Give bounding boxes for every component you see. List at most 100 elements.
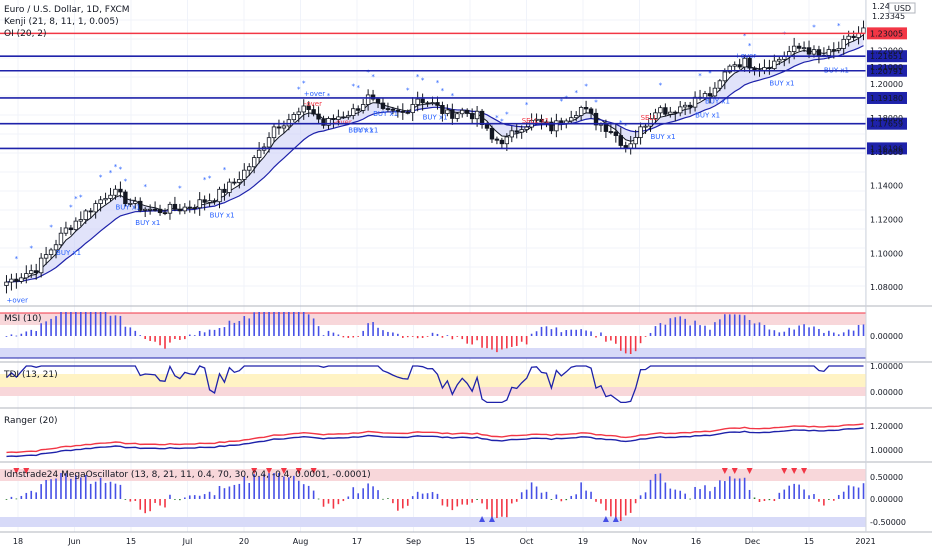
candle-body [177,208,183,212]
msi-bar [694,320,696,336]
signal-star: * [109,169,113,177]
ranger-pane[interactable]: 1.20000 1.00000 [6,422,903,458]
mega-signal-triangle [295,468,302,474]
mega-bar [615,499,617,518]
mega-bar [421,493,424,499]
candle-body [68,227,74,231]
candle-body [608,131,614,133]
mega-bar [719,480,721,499]
msi-bar [421,336,424,338]
mega-bar [164,499,166,508]
candle-body [836,48,841,51]
msi-pane[interactable]: 0.00000 [0,312,903,359]
mega-bar [75,475,77,499]
candle-body [251,157,257,168]
mega-bar [456,499,459,507]
mega-oscillator-pane[interactable]: 0.50000 0.00000 -0.50000 [0,468,906,527]
candle-body [663,107,668,115]
tdi-pane[interactable]: 1.00000 0.00000 [0,362,903,404]
candle-body [747,57,752,69]
candle-body [474,110,480,120]
candle-body [182,206,188,212]
msi-bar [392,332,394,336]
msi-bar [699,325,701,336]
candle-body [613,131,619,136]
msi-bar [510,336,513,347]
mega-bar [595,499,597,502]
msi-bar [387,331,389,336]
candle-body [291,114,297,121]
signal-star: * [302,80,306,88]
time-tick: 15 [804,537,814,546]
signal-star: * [436,79,440,87]
candles [4,20,866,294]
candle-body [152,208,158,211]
signal-label: +over [6,296,28,304]
candle-body [212,200,217,203]
msi-bar [624,336,627,354]
mega-bar [15,498,18,500]
signal-label: +over [304,90,326,98]
mega-bar [565,499,568,501]
candle-body [465,109,470,114]
msi-bar [203,332,206,336]
msi-bar [649,332,652,336]
mega-bar [84,475,87,499]
candle-body [455,113,460,119]
mega-bar [684,493,686,499]
mega-bar [208,491,211,499]
candle-body [578,107,584,116]
mega-bar [50,479,52,499]
mega-bar [510,499,513,504]
mega-bar [837,494,840,499]
candle-body [43,254,49,259]
msi-bar [208,329,211,336]
red-level-value: 1.23005 [870,29,903,38]
candle-body [187,206,192,209]
candle-body [48,249,54,256]
price-tick: 1.16000 [870,148,903,157]
mega-bar [748,489,751,499]
candle-body [311,109,316,115]
mega-bar [367,483,369,499]
candle-body [222,188,227,193]
time-axis[interactable]: 18 Jun 15 Jul 20 Aug 17 Sep 15 Oct 19 Nov 16 Dec 15 202… [13,537,876,546]
msi-bar [119,315,122,336]
candle-body [469,113,475,120]
candle-body [678,106,683,114]
mega-signal-triangle [23,468,30,474]
msi-bar [193,335,196,336]
mega-bar [406,499,409,506]
mega-bar [139,499,142,510]
msi-bar [619,336,622,351]
mega-bar [714,486,716,499]
mega-signal-triangle [791,468,798,474]
msi-bar [525,336,528,345]
msi-bar [84,312,87,336]
signal-star: * [708,70,712,78]
ranger-lower-line [6,427,864,458]
msi-bar [773,330,776,336]
candle-body [385,108,391,110]
candle-body [450,109,455,119]
candle-body [162,212,168,215]
msi-bar [600,332,602,336]
msi-bar [768,329,771,336]
price-axis[interactable]: 1.21651 1.20791 1.19180 1.17659 1.16196 1.230… [865,0,916,532]
mega-bar [431,492,434,499]
mega-bar [382,498,384,500]
msi-bar [293,312,295,336]
msi-bar [401,336,404,338]
msi-bar [223,327,226,336]
mega-signal-triangle [479,516,486,522]
mega-bar [35,492,38,499]
signal-label: BUY x1 [135,219,160,227]
signal-star: * [624,122,628,130]
mega-bar [5,499,8,500]
mega-bar [302,484,305,499]
msi-bar [753,323,756,336]
mega-bar [847,485,850,499]
signal-star: * [505,111,509,119]
price-pane[interactable]: ***** **** *** ** ****** ***** * **** *** *******… [0,20,866,305]
